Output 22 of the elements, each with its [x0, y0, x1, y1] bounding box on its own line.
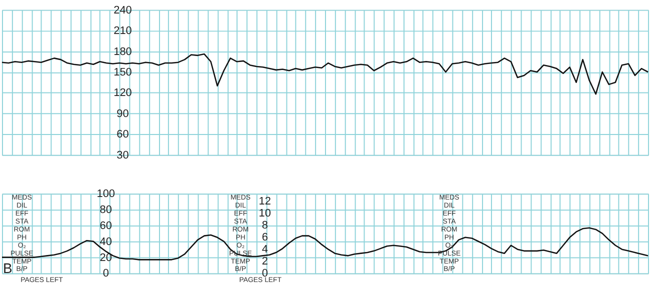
- y-tick-label: 40: [100, 236, 112, 248]
- y-tick-label: 90: [116, 108, 129, 120]
- y-tick-label: 100: [96, 188, 115, 200]
- y2-tick-label: 2: [262, 256, 268, 268]
- y-tick-label: 150: [114, 66, 132, 78]
- y2-tick-label: 10: [258, 207, 271, 220]
- y-tick-label: 30: [116, 149, 129, 162]
- y-tick-label: 180: [114, 46, 132, 58]
- y-tick-label: 60: [100, 220, 112, 232]
- y-tick-label: 0: [102, 268, 109, 280]
- y2-tick-label: 8: [262, 219, 268, 232]
- y-tick-label: 120: [114, 87, 132, 100]
- y2-tick-label: 4: [262, 244, 268, 256]
- y2-tick-label: 6: [262, 232, 268, 244]
- annotation: B: [2, 260, 12, 276]
- y2-tick-label: 12: [258, 195, 271, 208]
- y-tick-label: 80: [100, 204, 112, 216]
- y2-tick-label: 0: [262, 268, 268, 280]
- y-tick-label: 60: [116, 128, 129, 141]
- y-tick-label: 20: [100, 252, 112, 264]
- y-tick-label: 210: [114, 25, 132, 38]
- y-tick-label: 240: [114, 4, 132, 16]
